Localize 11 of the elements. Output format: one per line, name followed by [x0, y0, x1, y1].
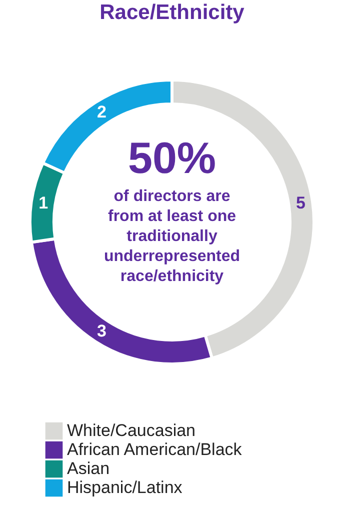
chart-title: Race/Ethnicity	[100, 1, 245, 24]
data-label: 1	[38, 194, 48, 212]
text: of directors are from at least one traditionally underrepresented race/ethnicity	[104, 188, 240, 285]
data-label: 2	[96, 102, 106, 122]
data-label: 3	[96, 321, 106, 340]
legend-label: Asian	[67, 459, 110, 478]
data-label: 5	[296, 194, 306, 212]
legend-label: White/Caucasian	[67, 421, 196, 440]
legend-label: Hispanic/Latinx	[67, 478, 183, 497]
text: 50%	[128, 134, 216, 183]
legend-label: African American/Black	[67, 440, 242, 459]
